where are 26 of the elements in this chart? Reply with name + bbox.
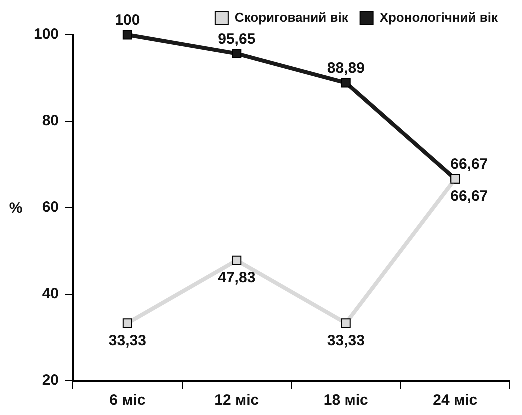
- x-tick-label: 18 міс: [324, 392, 368, 410]
- point: [341, 318, 351, 328]
- data-label: 47,83: [218, 270, 256, 287]
- y-tick-label: 60: [42, 199, 60, 216]
- data-label: 66,67: [450, 188, 488, 206]
- data-label: 66,67: [450, 156, 488, 174]
- data-label: 100: [115, 12, 140, 29]
- legend-label: Скоригований вік: [234, 10, 349, 26]
- point: [122, 318, 132, 328]
- point: [232, 49, 242, 59]
- y-axis-title: %: [9, 200, 23, 217]
- data-label: 88,89: [327, 60, 365, 78]
- x-tick-label: 12 міс: [214, 392, 260, 410]
- y-tick-label: 20: [42, 372, 60, 390]
- legend-label: Хронологічний вік: [380, 10, 498, 26]
- x-tick-label: 24 міс: [433, 392, 478, 410]
- point: [122, 30, 132, 40]
- data-label: 95,65: [218, 30, 256, 48]
- point: [341, 78, 351, 88]
- y-tick-label: 100: [34, 26, 60, 44]
- y-tick-label: 40: [42, 286, 60, 303]
- data-label: 33,33: [108, 332, 146, 350]
- x-tick-label: 6 міс: [110, 392, 146, 410]
- point: [232, 256, 242, 266]
- y-tick-label: 80: [42, 112, 60, 130]
- data-label: 33,33: [327, 332, 365, 350]
